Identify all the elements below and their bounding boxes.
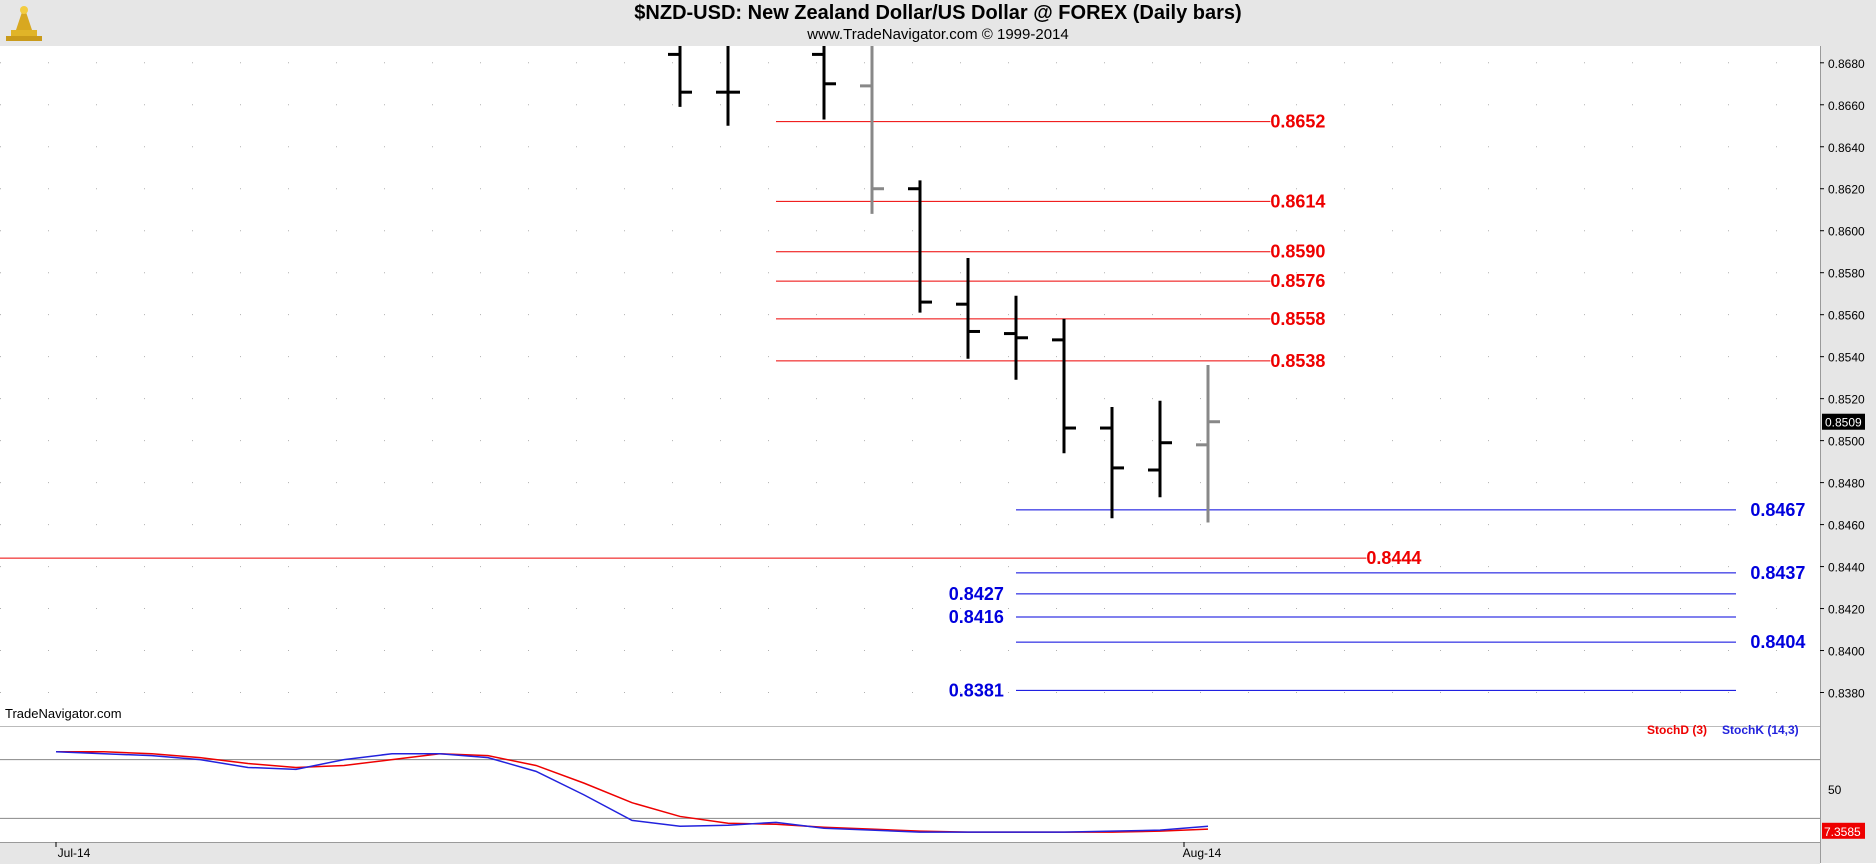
level-label: 0.8590 — [1270, 242, 1325, 262]
price-axis-label: 0.8440 — [1828, 561, 1865, 575]
ohlc-bar — [668, 46, 692, 107]
ohlc-bar — [1196, 365, 1220, 523]
level-label: 0.8427 — [949, 584, 1004, 604]
ohlc-bar — [908, 180, 932, 313]
chart-header — [0, 0, 1876, 46]
level-label: 0.8416 — [949, 607, 1004, 627]
level-label: 0.8444 — [1366, 548, 1421, 568]
stoch-last-value-label: 7.3585 — [1824, 825, 1861, 839]
level-label: 0.8467 — [1750, 500, 1805, 520]
stoch-series-line — [55, 751, 1209, 833]
price-axis-label: 0.8540 — [1828, 351, 1865, 365]
price-axis-label: 0.8680 — [1828, 57, 1865, 71]
price-axis — [1820, 46, 1876, 863]
level-label: 0.8576 — [1270, 271, 1325, 291]
time-axis — [0, 842, 1820, 864]
watermark: TradeNavigator.com — [5, 706, 122, 721]
stoch-legend-label: StochK (14,3) — [1722, 723, 1799, 737]
last-price-label: 0.8509 — [1825, 416, 1862, 430]
trade-navigator-logo-icon — [6, 6, 42, 41]
price-axis-label: 0.8520 — [1828, 393, 1865, 407]
ohlc-bar — [1148, 400, 1172, 498]
price-axis-label: 0.8460 — [1828, 519, 1865, 533]
chart-title: $NZD-USD: New Zealand Dollar/US Dollar @… — [634, 2, 1242, 24]
level-label: 0.8614 — [1270, 191, 1325, 211]
ohlc-bar — [716, 46, 740, 126]
price-axis-label: 0.8640 — [1828, 141, 1865, 155]
price-axis-label: 0.8560 — [1828, 309, 1865, 323]
price-axis-label: 0.8420 — [1828, 603, 1865, 617]
last-price-box — [1822, 413, 1865, 430]
level-label: 0.8437 — [1750, 563, 1805, 583]
price-grid — [0, 62, 1820, 694]
price-axis-label: 0.8400 — [1828, 645, 1865, 659]
stoch-axis-label: 50 — [1828, 783, 1842, 797]
level-label: 0.8538 — [1270, 351, 1325, 371]
stoch-legend-label: StochD (3) — [1647, 723, 1707, 737]
ohlc-bar — [812, 46, 836, 120]
price-axis-label: 0.8500 — [1828, 435, 1865, 449]
ohlc-bar — [956, 258, 980, 359]
level-label: 0.8404 — [1750, 632, 1805, 652]
ohlc-bar — [860, 46, 884, 214]
time-axis-label: Aug-14 — [1183, 846, 1222, 860]
ohlc-bar — [1052, 318, 1076, 454]
price-axis-label: 0.8620 — [1828, 183, 1865, 197]
price-plot-area — [0, 46, 1820, 694]
level-label: 0.8652 — [1270, 112, 1325, 132]
ohlc-bar — [1100, 407, 1124, 519]
price-axis-label: 0.8380 — [1828, 687, 1865, 701]
price-axis-label: 0.8580 — [1828, 267, 1865, 281]
stochastic-panel — [0, 726, 1820, 843]
price-axis-label: 0.8660 — [1828, 99, 1865, 113]
chart-subtitle: www.TradeNavigator.com © 1999-2014 — [807, 26, 1069, 43]
stoch-last-value-box — [1822, 822, 1865, 839]
ohlc-bar — [1004, 295, 1028, 380]
price-axis-label: 0.8480 — [1828, 477, 1865, 491]
level-label: 0.8558 — [1270, 309, 1325, 329]
time-axis-label: Jul-14 — [58, 846, 91, 860]
price-panel — [0, 46, 1820, 724]
level-label: 0.8381 — [949, 680, 1004, 700]
price-axis-label: 0.8600 — [1828, 225, 1865, 239]
